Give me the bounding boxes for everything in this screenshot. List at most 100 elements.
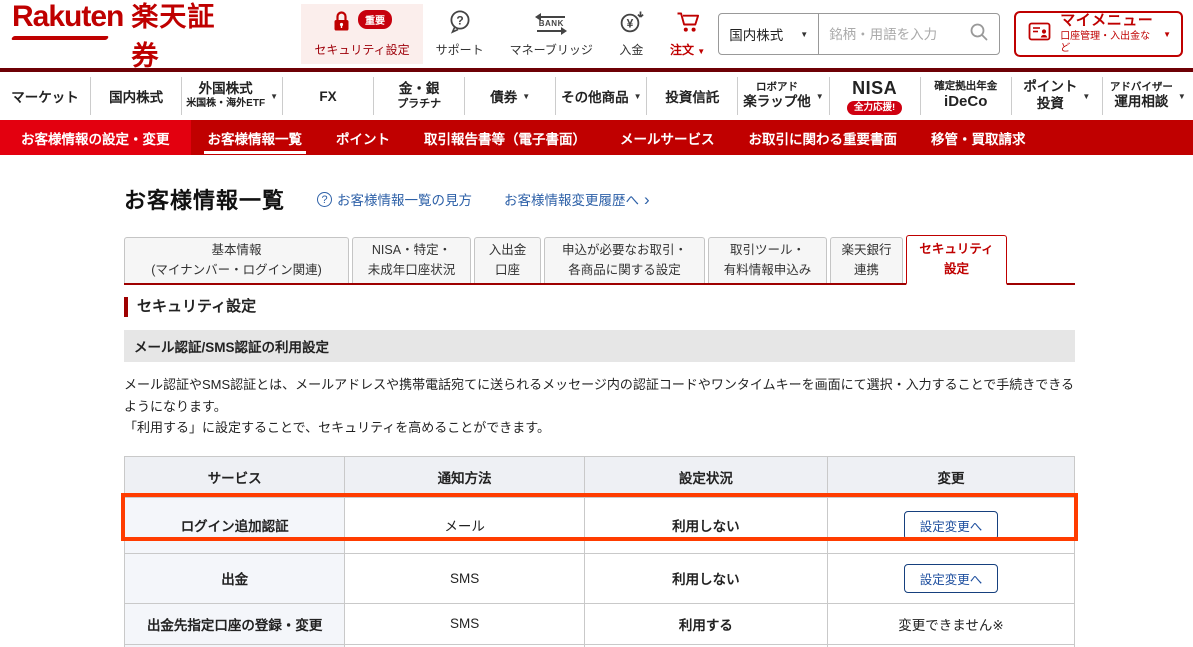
svg-text:¥: ¥ [627, 16, 634, 30]
service-cell: 出金 [123, 552, 346, 604]
caret-down-icon [1163, 30, 1171, 39]
quick-link-label: 入金 [619, 43, 644, 57]
caret-down-icon [270, 92, 278, 101]
tab-deposit-account[interactable]: 入出金 口座 [474, 237, 541, 283]
nav-point-investment[interactable]: ポイント 投資 [1010, 77, 1102, 115]
title-row: お客様情報一覧 お客様情報一覧の見方 お客様情報変更履歴へ [124, 183, 1075, 215]
nav-other-products[interactable]: その他商品 [555, 77, 646, 115]
table-header-row: サービス 通知方法 設定状況 変更 [123, 455, 1076, 498]
description-line-2: 「利用する」に設定することで、セキュリティを高めることができます。 [124, 420, 551, 436]
main-content: お客様情報一覧 お客様情報一覧の見方 お客様情報変更履歴へ 基本情報(マイナンバ… [121, 183, 1078, 647]
my-menu-button[interactable]: マイメニュー 口座管理・入出金など [1014, 11, 1183, 57]
search-icon[interactable] [969, 22, 989, 47]
info-tabs: 基本情報 (マイナンバー・ログイン関連) NISA・特定・ 未成年口座状況 入出金口… [124, 235, 1075, 285]
subnav-settings-change[interactable]: お客様情報の設定・変更 [0, 120, 191, 155]
status-cell: 利用しない [583, 552, 828, 604]
section-heading: セキュリティ設定 [124, 297, 1075, 318]
caret-down-icon [1082, 92, 1090, 101]
nav-ideco[interactable]: 確定拠出年金 iDeCo [919, 77, 1011, 115]
tab-trading-tools[interactable]: 取引ツール・ 有料情報申込み [708, 237, 827, 283]
history-link[interactable]: お客様情報変更履歴へ [504, 189, 650, 209]
caret-down-icon [522, 92, 530, 101]
change-cell: 変更できません※ [826, 602, 1076, 645]
quick-link-label: セキュリティ設定 [314, 43, 410, 57]
section-subheading: メール認証/SMS認証の利用設定 [124, 330, 1075, 363]
search-input[interactable] [829, 26, 970, 42]
subnav-important-documents[interactable]: お取引に関わる重要書面 [748, 131, 898, 147]
search-category-value: 国内株式 [729, 28, 784, 43]
quick-link-label: 注文 [670, 41, 705, 58]
change-settings-button[interactable]: 設定変更へ [903, 510, 999, 540]
question-bubble-icon: ? [448, 9, 472, 40]
subnav-trade-reports[interactable]: 取引報告書等（電子書面） [424, 131, 586, 147]
subnav-points[interactable]: ポイント [336, 131, 390, 147]
col-header-service: サービス [123, 455, 346, 498]
table-row-payee-account: 出金先指定口座の登録・変更 SMS 利用する 変更できません※ [123, 602, 1076, 645]
description: メール認証やSMS認証とは、メールアドレスや携帯電話宛てに送られるメッセージ内の… [124, 374, 1075, 438]
customer-info-subnav: お客様情報の設定・変更 お客様情報一覧 ポイント 取引報告書等（電子書面） メー… [0, 120, 1193, 155]
chevron-right-icon [644, 191, 650, 208]
col-header-status: 設定状況 [583, 455, 828, 498]
caret-down-icon [1178, 92, 1186, 101]
tab-product-settings[interactable]: 申込が必要なお取引・ 各商品に関する設定 [544, 237, 705, 283]
quick-link-deposit[interactable]: ¥ 入金 [606, 4, 657, 64]
page-title: お客様情報一覧 [124, 188, 286, 213]
method-cell: SMS [344, 602, 585, 645]
method-cell: SMS [344, 643, 585, 647]
table-row-login-auth: ログイン追加認証 メール 利用しない 設定変更へ [123, 496, 1076, 554]
quick-link-label: サポート [435, 43, 484, 57]
security-icon-row: 重要 [332, 9, 392, 38]
nav-domestic-stocks[interactable]: 国内株式 [90, 77, 181, 115]
bank-transfer-icon: BANK [535, 13, 568, 35]
yen-coin-icon: ¥ [619, 9, 644, 40]
tab-nisa-accounts[interactable]: NISA・特定・ 未成年口座状況 [352, 237, 471, 283]
lock-icon [332, 10, 351, 38]
change-settings-button[interactable]: 設定変更へ [903, 563, 999, 593]
nav-fx[interactable]: FX [282, 77, 373, 115]
service-cell: 出金先指定口座の登録・変更 [123, 602, 346, 645]
status-cell: 利用する [583, 602, 828, 645]
account-card-icon [1028, 21, 1052, 48]
caret-down-icon [800, 30, 808, 39]
nav-foreign-stocks[interactable]: 外国株式 米国株・海外ETF [181, 77, 282, 115]
tab-basic-info[interactable]: 基本情報 (マイナンバー・ログイン関連) [124, 237, 349, 283]
nav-robo-advisor[interactable]: ロボアド 楽ラップ他 [737, 77, 828, 115]
nisa-badge: 全力応援! [847, 100, 903, 115]
nav-bonds[interactable]: 債券 [464, 77, 555, 115]
quick-link-label: マネーブリッジ [509, 43, 593, 57]
col-header-method: 通知方法 [344, 455, 585, 498]
subnav-customer-info-list[interactable]: お客様情報一覧 [191, 120, 320, 155]
quick-link-money-bridge[interactable]: BANK マネーブリッジ [497, 4, 606, 64]
change-cell: 設定変更へ [826, 496, 1076, 554]
nav-nisa[interactable]: NISA 全力応援! [828, 77, 920, 115]
tab-security-settings[interactable]: セキュリティ 設定 [906, 235, 1007, 285]
subnav-transfer-request[interactable]: 移管・買取請求 [931, 131, 1026, 147]
nav-gold-silver[interactable]: 金・銀 プラチナ [373, 77, 464, 115]
quick-link-support[interactable]: ? サポート [423, 4, 497, 64]
col-header-change: 変更 [826, 455, 1076, 498]
top-header: Rakuten 楽天証券 重要 セキュリティ設定 ? サポート [0, 0, 1193, 71]
change-cell: 設定変更へ [826, 552, 1076, 604]
quick-link-security-settings[interactable]: 重要 セキュリティ設定 [301, 4, 423, 64]
svg-text:?: ? [456, 13, 463, 27]
nav-advisor[interactable]: アドバイザー 運用相談 [1101, 77, 1193, 115]
tab-rakuten-bank[interactable]: 楽天銀行 連携 [830, 237, 903, 283]
question-circle-icon [317, 191, 333, 207]
search-category-select[interactable]: 国内株式 [719, 14, 820, 54]
auth-settings-table-wrap: サービス 通知方法 設定状況 変更 ログイン追加認証 メール 利用しない 設定変… [121, 455, 1078, 647]
quick-link-order[interactable]: 注文 [657, 4, 718, 64]
caret-down-icon [816, 92, 824, 101]
header-quick-links: 重要 セキュリティ設定 ? サポート BANK マネーブリッジ [301, 4, 718, 64]
auth-settings-table: サービス 通知方法 設定状況 変更 ログイン追加認証 メール 利用しない 設定変… [123, 455, 1076, 647]
service-cell: ログイン追加認証 [123, 496, 346, 554]
method-cell: メール [344, 496, 585, 554]
subnav-mail-service[interactable]: メールサービス [620, 131, 715, 147]
nav-market[interactable]: マーケット [11, 90, 79, 105]
rakuten-wordmark: Rakuten [12, 0, 124, 33]
rakuten-securities-logo[interactable]: Rakuten 楽天証券 [12, 0, 235, 73]
cart-icon [675, 10, 701, 39]
nav-investment-trusts[interactable]: 投資信託 [646, 77, 737, 115]
help-link[interactable]: お客様情報一覧の見方 [317, 189, 472, 209]
status-cell: 利用する [583, 643, 828, 647]
